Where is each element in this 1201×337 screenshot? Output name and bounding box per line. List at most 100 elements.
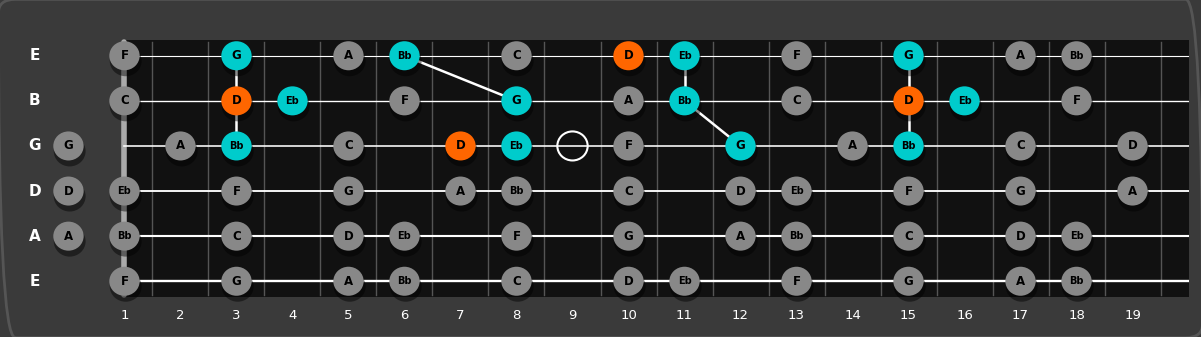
Ellipse shape xyxy=(1005,226,1038,256)
Text: F: F xyxy=(1072,94,1081,108)
Text: Eb: Eb xyxy=(286,96,299,106)
Ellipse shape xyxy=(669,41,700,70)
Ellipse shape xyxy=(389,86,419,115)
Ellipse shape xyxy=(1062,271,1094,302)
Ellipse shape xyxy=(277,91,310,121)
Ellipse shape xyxy=(614,46,646,76)
Ellipse shape xyxy=(390,91,422,121)
Text: A: A xyxy=(1128,185,1137,197)
Ellipse shape xyxy=(614,131,644,160)
Ellipse shape xyxy=(894,131,924,160)
Ellipse shape xyxy=(1062,86,1092,115)
Ellipse shape xyxy=(1005,177,1035,206)
Text: 13: 13 xyxy=(788,309,805,321)
Ellipse shape xyxy=(782,222,812,251)
Ellipse shape xyxy=(501,86,532,115)
Text: 2: 2 xyxy=(177,309,185,321)
Ellipse shape xyxy=(894,136,926,166)
Text: F: F xyxy=(904,185,913,197)
Text: 8: 8 xyxy=(513,309,521,321)
Ellipse shape xyxy=(221,267,252,296)
Text: B: B xyxy=(29,93,41,109)
Text: D: D xyxy=(736,185,746,197)
Ellipse shape xyxy=(670,91,701,121)
Ellipse shape xyxy=(53,222,84,251)
Text: 1: 1 xyxy=(120,309,129,321)
Text: A: A xyxy=(64,229,73,243)
Ellipse shape xyxy=(1117,131,1148,160)
Text: C: C xyxy=(232,229,241,243)
Text: 18: 18 xyxy=(1068,309,1085,321)
Text: A: A xyxy=(848,140,858,152)
Text: Eb: Eb xyxy=(957,96,972,106)
Ellipse shape xyxy=(782,177,812,206)
Ellipse shape xyxy=(334,177,364,206)
Ellipse shape xyxy=(501,267,532,296)
Text: C: C xyxy=(793,94,801,108)
Ellipse shape xyxy=(221,86,252,115)
Text: Eb: Eb xyxy=(677,51,692,61)
Text: 11: 11 xyxy=(676,309,693,321)
Ellipse shape xyxy=(669,86,700,115)
Ellipse shape xyxy=(1062,222,1092,251)
Ellipse shape xyxy=(782,86,812,115)
Ellipse shape xyxy=(782,46,813,76)
Ellipse shape xyxy=(894,181,926,212)
Text: Bb: Bb xyxy=(1069,51,1083,61)
Ellipse shape xyxy=(501,131,532,160)
Ellipse shape xyxy=(109,177,139,206)
Ellipse shape xyxy=(389,222,419,251)
Ellipse shape xyxy=(109,222,139,251)
Text: 10: 10 xyxy=(620,309,637,321)
Ellipse shape xyxy=(446,177,476,206)
Text: D: D xyxy=(623,275,633,288)
Ellipse shape xyxy=(1005,136,1038,166)
Text: G: G xyxy=(903,49,914,62)
Ellipse shape xyxy=(501,41,532,70)
Ellipse shape xyxy=(614,86,644,115)
Ellipse shape xyxy=(334,136,365,166)
Text: G: G xyxy=(1016,185,1026,197)
Ellipse shape xyxy=(725,177,755,206)
Ellipse shape xyxy=(109,226,142,256)
Text: 7: 7 xyxy=(456,309,465,321)
Ellipse shape xyxy=(1005,271,1038,302)
Text: D: D xyxy=(1128,140,1137,152)
Ellipse shape xyxy=(109,41,139,70)
Text: F: F xyxy=(400,94,408,108)
Text: G: G xyxy=(232,275,241,288)
Text: 17: 17 xyxy=(1012,309,1029,321)
Ellipse shape xyxy=(782,41,812,70)
Text: D: D xyxy=(64,185,73,197)
Ellipse shape xyxy=(614,226,646,256)
Ellipse shape xyxy=(221,177,252,206)
Ellipse shape xyxy=(166,131,196,160)
Text: A: A xyxy=(736,229,745,243)
Ellipse shape xyxy=(389,41,419,70)
Ellipse shape xyxy=(109,271,142,302)
Ellipse shape xyxy=(502,181,533,212)
Text: 15: 15 xyxy=(900,309,918,321)
Ellipse shape xyxy=(837,131,867,160)
Ellipse shape xyxy=(782,181,813,212)
Ellipse shape xyxy=(614,271,646,302)
Text: G: G xyxy=(64,140,73,152)
Text: Bb: Bb xyxy=(789,231,803,241)
Ellipse shape xyxy=(109,46,142,76)
Ellipse shape xyxy=(502,136,533,166)
Ellipse shape xyxy=(1005,46,1038,76)
Ellipse shape xyxy=(334,226,365,256)
Ellipse shape xyxy=(221,222,252,251)
Text: 16: 16 xyxy=(956,309,973,321)
Ellipse shape xyxy=(221,41,252,70)
Text: G: G xyxy=(623,229,633,243)
Ellipse shape xyxy=(782,91,813,121)
Ellipse shape xyxy=(222,181,253,212)
Ellipse shape xyxy=(670,271,701,302)
Ellipse shape xyxy=(1005,41,1035,70)
Text: Bb: Bb xyxy=(398,51,412,61)
Ellipse shape xyxy=(614,222,644,251)
Text: D: D xyxy=(1016,229,1026,243)
Ellipse shape xyxy=(614,91,646,121)
Text: Eb: Eb xyxy=(118,186,131,196)
